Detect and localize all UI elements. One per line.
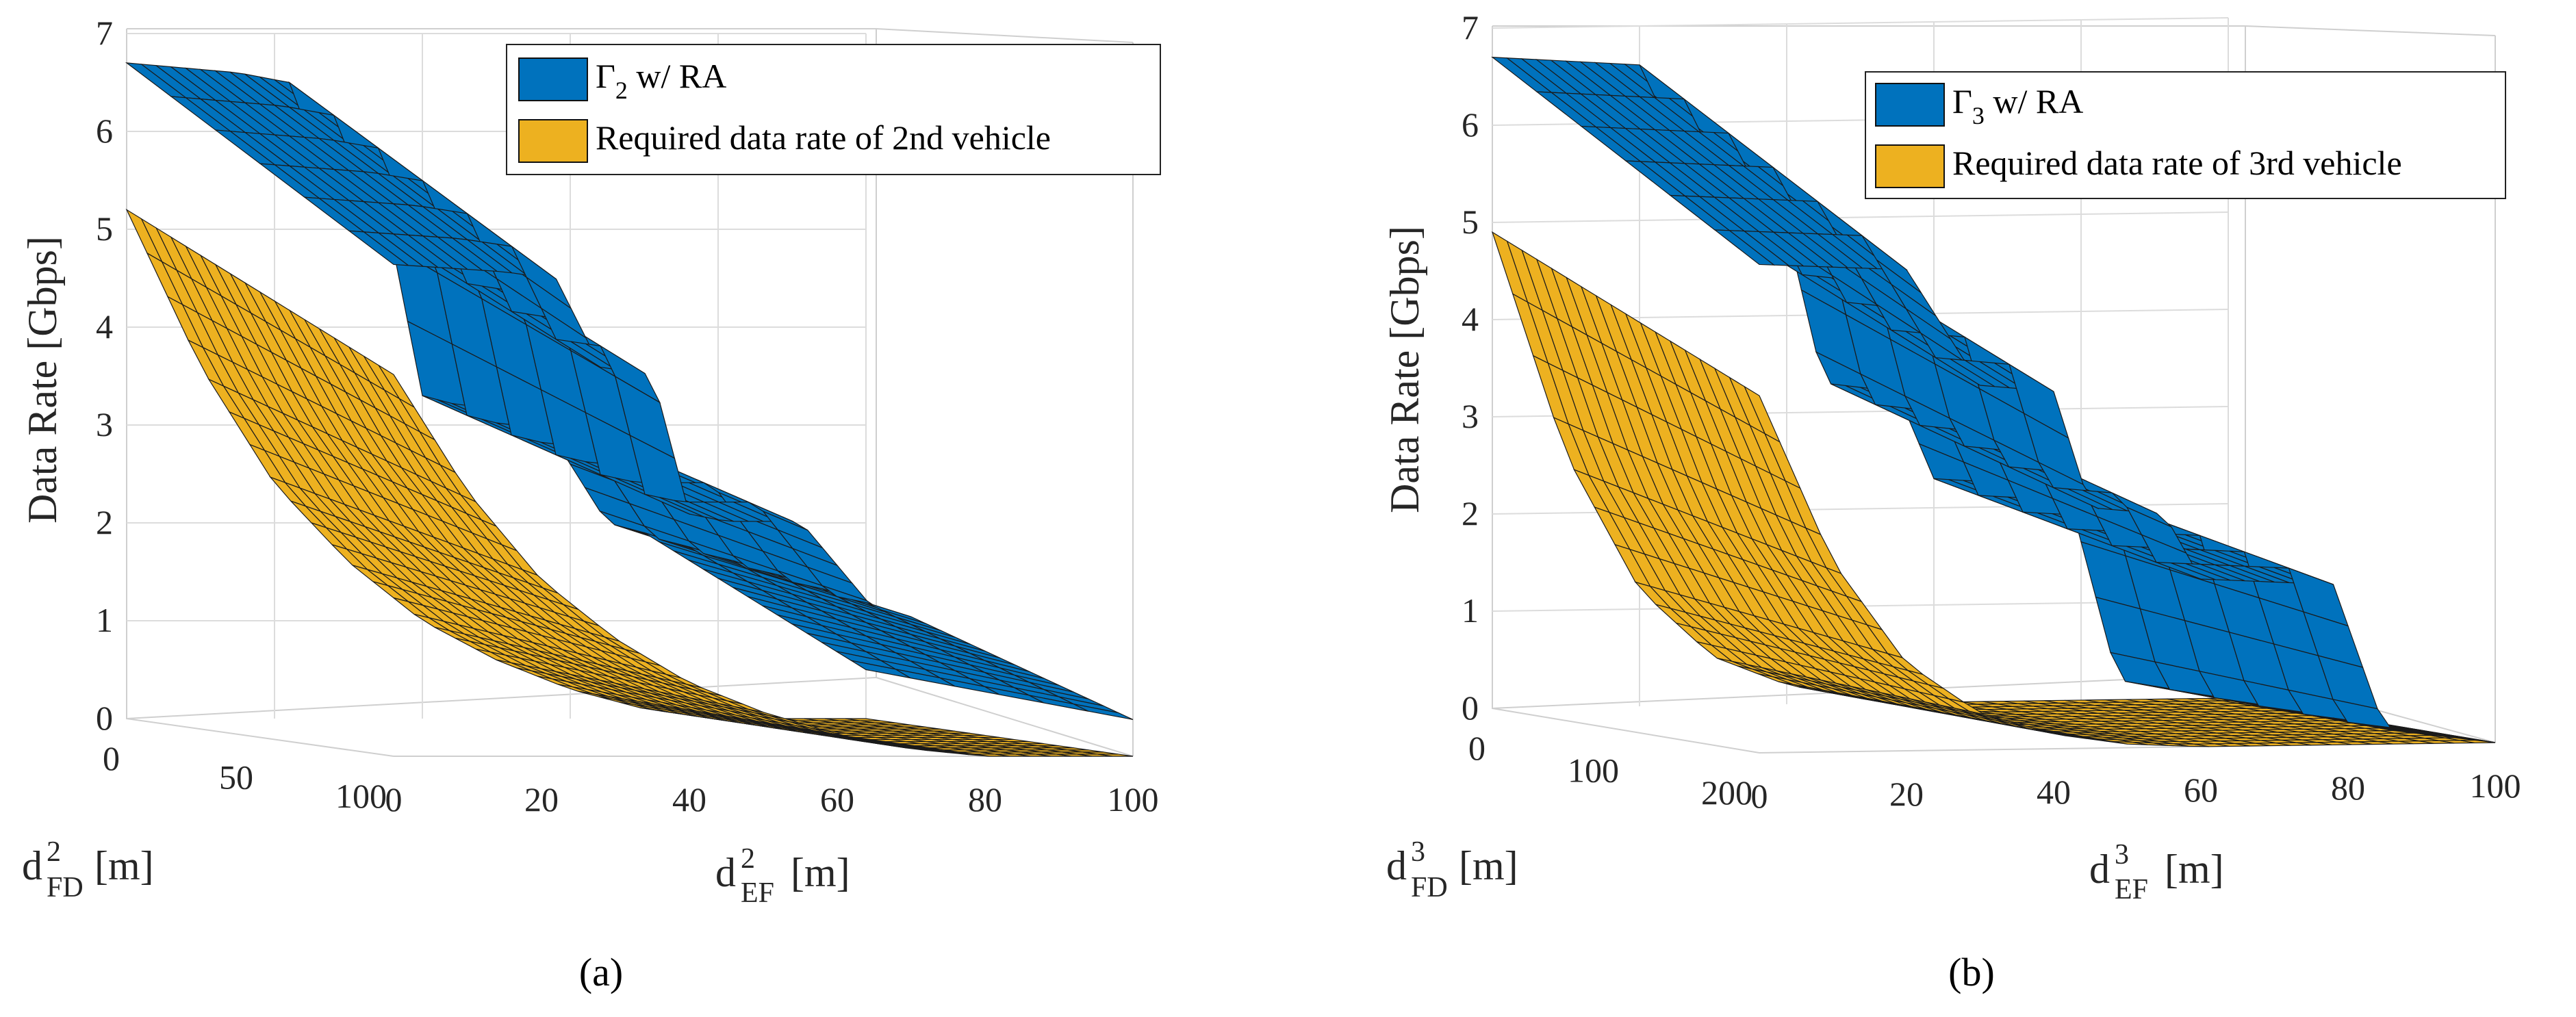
legend-swatch-required-3rd	[1875, 144, 1945, 188]
z-tick-labels-b: 0 1 2 3 4 5 6 7	[1462, 8, 1479, 727]
x-tick-label: 40	[2037, 773, 2071, 811]
svg-text:[m]: [m]	[94, 843, 154, 888]
z-tick-label: 0	[1462, 688, 1479, 727]
svg-text:3: 3	[1411, 836, 1425, 868]
x-tick-labels-b: 0 20 40 60 80 100	[1751, 767, 2521, 815]
z-tick-label: 3	[1462, 397, 1479, 435]
svg-text:FD: FD	[47, 872, 84, 903]
z-tick-label: 6	[96, 112, 113, 150]
z-tick-label: 5	[96, 209, 113, 248]
y-tick-label: 100	[1568, 751, 1619, 790]
svg-text:EF: EF	[2115, 874, 2148, 905]
svg-text:Required data rate of 2nd vehi: Required data rate of 2nd vehicle	[596, 118, 1051, 157]
z-tick-label: 5	[1462, 203, 1479, 241]
surface-facet	[1097, 754, 1134, 757]
surface-required-rate-2nd-vehicle	[125, 208, 1134, 757]
svg-text:2: 2	[741, 843, 755, 875]
y-axis-label-b: d 3 FD [m]	[1386, 836, 1518, 903]
z-axis-label-a: Data Rate [Gbps]	[20, 236, 65, 524]
x-tick-label: 60	[2184, 771, 2218, 809]
surface-gamma2-w-ra	[125, 62, 1134, 720]
y-tick-label: 100	[335, 777, 387, 815]
x-tick-label: 0	[385, 780, 403, 819]
x-tick-labels-a: 0 20 40 60 80 100	[385, 780, 1159, 819]
x-tick-label: 100	[1108, 780, 1159, 819]
legend-a: Γ2 w/ RA Required data rate of 2nd vehic…	[506, 44, 1161, 175]
y-tick-label: 0	[1468, 729, 1485, 767]
svg-text:[m]: [m]	[1459, 843, 1518, 888]
svg-text:Γ3 w/ RA: Γ3 w/ RA	[1952, 82, 2083, 129]
svg-text:[m]: [m]	[2165, 847, 2224, 892]
surface-facet	[2436, 732, 2496, 743]
caption-a: (a)	[579, 950, 623, 994]
svg-text:Γ2 w/ RA: Γ2 w/ RA	[596, 57, 726, 104]
legend-swatch-gamma3	[1875, 83, 1945, 127]
z-tick-label: 2	[96, 503, 113, 541]
gridline	[1492, 17, 2229, 29]
svg-text:[m]: [m]	[791, 850, 850, 895]
svg-text:d: d	[22, 843, 42, 888]
y-tick-labels-b: 0 100 200	[1468, 729, 1752, 812]
svg-text:FD: FD	[1411, 872, 1448, 903]
svg-text:2: 2	[47, 836, 61, 868]
svg-text:EF: EF	[741, 877, 774, 909]
z-tick-label: 4	[96, 307, 113, 346]
z-tick-label: 1	[1462, 591, 1479, 630]
x-axis-label-b: d 3 EF [m]	[2089, 839, 2224, 905]
svg-text:d: d	[2089, 847, 2110, 892]
x-axis-label-a: d 2 EF [m]	[715, 843, 850, 909]
legend-b: Γ3 w/ RA Required data rate of 3rd vehic…	[1865, 71, 2506, 199]
gridline	[1492, 211, 2229, 223]
surface-required-rate-3rd-vehicle	[1491, 231, 2496, 747]
y-tick-label: 200	[1701, 773, 1752, 812]
z-tick-label: 4	[1462, 300, 1479, 338]
legend-swatch-required-2nd	[518, 119, 588, 163]
x-tick-label: 60	[820, 780, 854, 819]
z-tick-label: 7	[96, 14, 113, 52]
svg-text:Required data rate of 3rd vehi: Required data rate of 3rd vehicle	[1952, 144, 2402, 182]
svg-text:d: d	[715, 850, 736, 895]
x-tick-label: 40	[672, 780, 706, 819]
caption-b: (b)	[1948, 950, 1995, 994]
x-tick-label: 80	[968, 780, 1002, 819]
z-axis-label-b: Data Rate [Gbps]	[1382, 226, 1427, 513]
chart-panel-b: 0 1 2 3 4 5 6 7 0 20 40 60 80 100 0 100 200 Data Rate …	[1382, 8, 2521, 994]
x-tick-label: 20	[524, 780, 559, 819]
y-tick-label: 0	[103, 739, 120, 777]
z-tick-label: 1	[96, 601, 113, 639]
z-tick-label: 7	[1462, 8, 1479, 47]
z-tick-label: 0	[96, 699, 113, 737]
x-tick-label: 20	[1889, 775, 1924, 813]
y-axis-label-a: d 2 FD [m]	[22, 836, 154, 903]
svg-text:d: d	[1386, 843, 1407, 888]
z-tick-label: 3	[96, 405, 113, 443]
y-tick-labels-a: 0 50 100	[103, 739, 387, 815]
x-tick-label: 100	[2470, 767, 2521, 805]
surface-facet	[1073, 704, 1134, 720]
legend-swatch-gamma2	[518, 57, 588, 101]
x-tick-label: 80	[2331, 769, 2365, 807]
surface-gamma3-w-ra	[1491, 56, 2496, 743]
z-tick-labels-a: 0 1 2 3 4 5 6 7	[96, 14, 113, 737]
chart-panel-a: 0 1 2 3 4 5 6 7 0 20 40 60 80 100 0 50 100 Data Rate […	[20, 14, 1161, 994]
y-tick-label: 50	[219, 758, 253, 797]
svg-text:3: 3	[2115, 839, 2129, 871]
z-tick-label: 2	[1462, 494, 1479, 532]
z-tick-label: 6	[1462, 105, 1479, 144]
x-tick-label: 0	[1751, 777, 1768, 815]
